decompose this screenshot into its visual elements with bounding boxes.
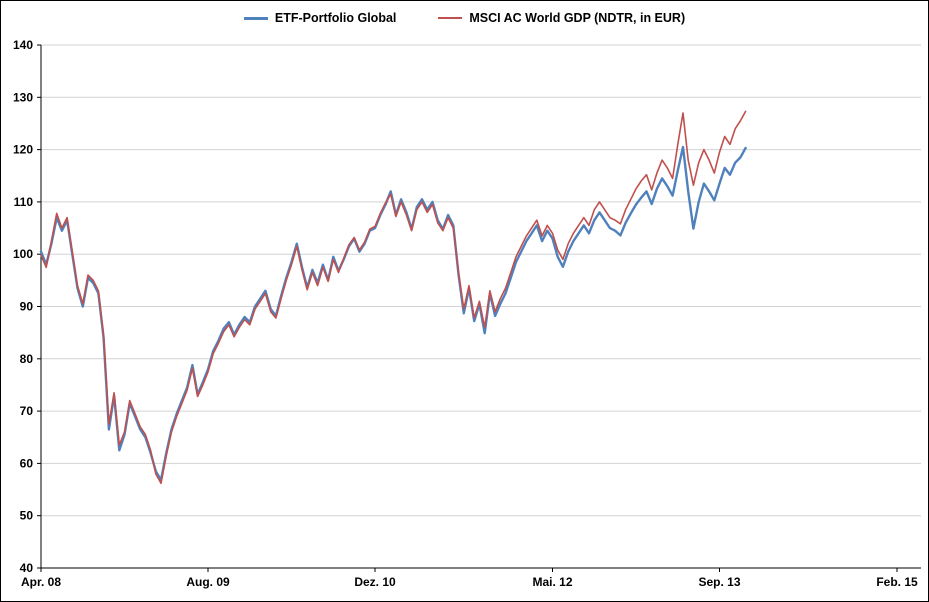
y-tick-label: 110 — [14, 195, 34, 209]
y-tick-label: 60 — [20, 456, 34, 470]
legend-line-swatch-blue — [243, 16, 268, 20]
x-tick-label: Dez. 10 — [354, 575, 396, 589]
legend-label-msci: MSCI AC World GDP (NDTR, in EUR) — [469, 11, 686, 25]
y-tick-label: 80 — [20, 352, 34, 366]
x-tick-label: Feb. 15 — [876, 575, 918, 589]
y-tick-label: 120 — [13, 143, 33, 157]
y-tick-label: 140 — [13, 38, 33, 52]
chart-legend: ETF-Portfolio Global MSCI AC World GDP (… — [1, 11, 928, 25]
series-line-etf-portfolio — [39, 145, 747, 482]
y-tick-label: 50 — [20, 509, 34, 523]
series-line-msci — [40, 110, 747, 485]
legend-line-swatch-red — [438, 17, 463, 19]
x-tick-label: Sep. 13 — [698, 575, 740, 589]
y-tick-label: 40 — [20, 561, 34, 575]
x-tick-label: Mai. 12 — [532, 575, 572, 589]
y-tick-label: 90 — [20, 300, 34, 314]
legend-label-etf-portfolio: ETF-Portfolio Global — [274, 11, 397, 25]
x-tick-label: Aug. 09 — [186, 575, 230, 589]
y-tick-label: 70 — [20, 404, 34, 418]
y-tick-label: 130 — [13, 90, 33, 104]
legend-item-etf-portfolio: ETF-Portfolio Global — [243, 11, 397, 25]
x-tick-label: Apr. 08 — [21, 575, 61, 589]
y-tick-label: 100 — [13, 247, 33, 261]
legend-item-msci: MSCI AC World GDP (NDTR, in EUR) — [438, 11, 685, 25]
